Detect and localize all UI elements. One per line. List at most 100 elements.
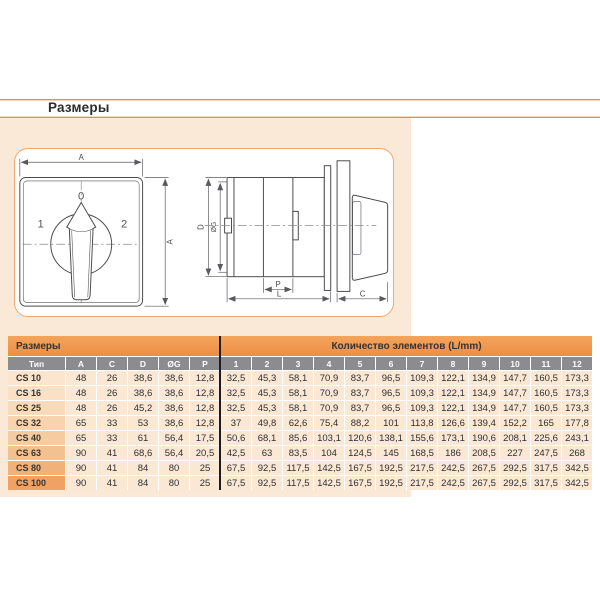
heading-rule-top [0, 99, 600, 100]
value-cell: 267,5 [469, 461, 499, 475]
column-header-8: 8 [438, 357, 468, 370]
group-header-dimensions: Размеры [8, 336, 220, 356]
value-cell: 63 [252, 446, 282, 460]
value-cell: 32,5 [221, 386, 251, 400]
switch-body [226, 176, 325, 278]
value-cell: 243,1 [562, 431, 592, 445]
value-cell: 177,8 [562, 416, 592, 430]
column-header-5: 5 [345, 357, 375, 370]
knob-side [351, 194, 389, 281]
value-cell: 88,2 [345, 416, 375, 430]
type-cell: CS 16 [8, 386, 65, 400]
value-cell: 117,5 [283, 476, 313, 490]
value-cell: 145 [376, 446, 406, 460]
switch-handle [66, 201, 97, 301]
value-cell: 12,8 [190, 401, 220, 415]
dim-label-d: D [197, 224, 206, 230]
value-cell: 33 [97, 431, 127, 445]
value-cell: 26 [97, 386, 127, 400]
value-cell: 134,9 [469, 401, 499, 415]
dim-label-og: ØG [211, 222, 218, 233]
value-cell: 192,5 [376, 461, 406, 475]
type-cell: CS 40 [8, 431, 65, 445]
value-cell: 292,5 [500, 461, 530, 475]
value-cell: 48 [66, 386, 96, 400]
value-cell: 80 [159, 476, 189, 490]
value-cell: 12,8 [190, 416, 220, 430]
value-cell: 25 [190, 476, 220, 490]
panel-plate [336, 160, 351, 292]
value-cell: 96,5 [376, 371, 406, 385]
value-cell: 90 [66, 461, 96, 475]
value-cell: 90 [66, 476, 96, 490]
value-cell: 113,8 [407, 416, 437, 430]
value-cell: 217,5 [407, 461, 437, 475]
value-cell: 190,6 [469, 431, 499, 445]
value-cell: 142,5 [314, 476, 344, 490]
value-cell: 20,5 [190, 446, 220, 460]
value-cell: 53 [128, 416, 158, 430]
value-cell: 12,8 [190, 371, 220, 385]
front-view: A 0 1 2 A [19, 153, 175, 307]
value-cell: 50,6 [221, 431, 251, 445]
value-cell: 242,5 [438, 476, 468, 490]
value-cell: 58,1 [283, 371, 313, 385]
value-cell: 56,4 [159, 446, 189, 460]
position-label-0: 0 [78, 191, 84, 203]
value-cell: 139,4 [469, 416, 499, 430]
value-cell: 67,5 [221, 461, 251, 475]
value-cell: 90 [66, 446, 96, 460]
value-cell: 37 [221, 416, 251, 430]
value-cell: 58,1 [283, 401, 313, 415]
value-cell: 225,6 [531, 431, 561, 445]
value-cell: 58,1 [283, 386, 313, 400]
type-cell: CS 100 [8, 476, 65, 490]
technical-drawing: A 0 1 2 A [19, 153, 389, 307]
value-cell: 32,5 [221, 401, 251, 415]
value-cell: 142,5 [314, 461, 344, 475]
value-cell: 134,9 [469, 371, 499, 385]
value-cell: 38,6 [159, 416, 189, 430]
column-header-9: 9 [469, 357, 499, 370]
value-cell: 49,8 [252, 416, 282, 430]
value-cell: 247,5 [531, 446, 561, 460]
column-header-type: Тип [8, 357, 65, 370]
column-header-3: 3 [283, 357, 313, 370]
value-cell: 173,3 [562, 386, 592, 400]
value-cell: 84 [128, 476, 158, 490]
value-cell: 67,5 [221, 476, 251, 490]
column-header-11: 11 [531, 357, 561, 370]
position-label-1: 1 [38, 219, 44, 231]
value-cell: 120,6 [345, 431, 375, 445]
column-header-1: 1 [221, 357, 251, 370]
value-cell: 173,3 [562, 401, 592, 415]
value-cell: 165 [531, 416, 561, 430]
value-cell: 32,5 [221, 371, 251, 385]
value-cell: 122,1 [438, 401, 468, 415]
column-header-12: 12 [562, 357, 592, 370]
value-cell: 83,7 [345, 371, 375, 385]
value-cell: 122,1 [438, 386, 468, 400]
value-cell: 41 [97, 446, 127, 460]
value-cell: 41 [97, 476, 127, 490]
column-header-A: A [66, 357, 96, 370]
value-cell: 124,5 [345, 446, 375, 460]
dim-label-height-a: A [166, 238, 175, 244]
type-cell: CS 10 [8, 371, 65, 385]
value-cell: 84 [128, 461, 158, 475]
mounting-plate [323, 165, 332, 291]
value-cell: 292,5 [500, 476, 530, 490]
column-header-P: P [190, 357, 220, 370]
value-cell: 83,7 [345, 386, 375, 400]
value-cell: 85,6 [283, 431, 313, 445]
value-cell: 147,7 [500, 371, 530, 385]
value-cell: 126,6 [438, 416, 468, 430]
drawing-box: A 0 1 2 A [14, 148, 394, 317]
column-header-2: 2 [252, 357, 282, 370]
value-cell: 61 [128, 431, 158, 445]
value-cell: 101 [376, 416, 406, 430]
value-cell: 83,5 [283, 446, 313, 460]
value-cell: 38,6 [128, 371, 158, 385]
value-cell: 33 [97, 416, 127, 430]
value-cell: 208,1 [500, 431, 530, 445]
